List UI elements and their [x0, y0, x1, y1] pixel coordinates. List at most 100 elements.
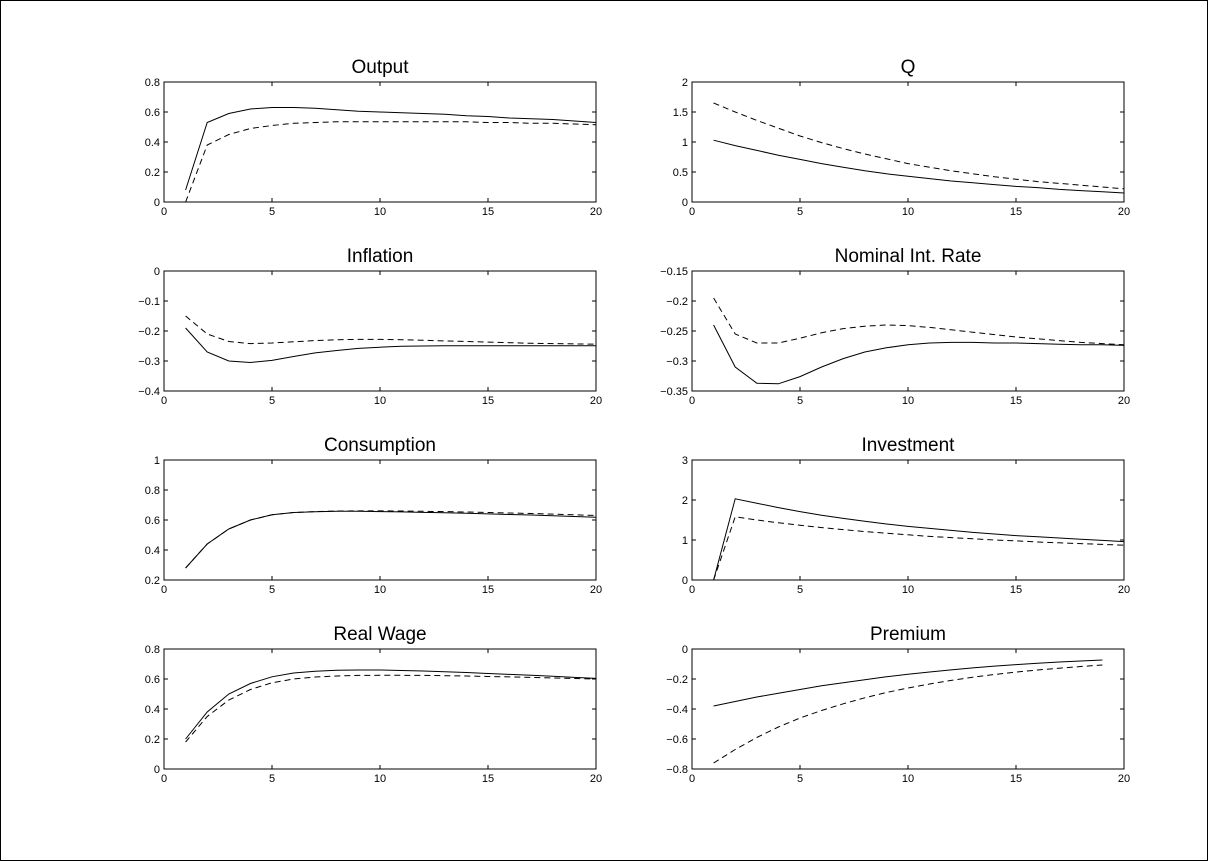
output-x-tick-label: 15: [482, 206, 494, 218]
premium-x-tick-label: 0: [689, 773, 695, 785]
consumption-x-tick-label: 5: [269, 584, 275, 596]
q-x-tick-label: 0: [689, 206, 695, 218]
nominal-int-rate-y-tick-label: −0.25: [660, 326, 688, 338]
nominal-int-rate-title: Nominal Int. Rate: [835, 246, 982, 267]
real-wage-y-tick-label: 0: [154, 764, 160, 776]
nominal-int-rate-dashed-line: [713, 297, 1125, 346]
investment-y-tick-label: 3: [682, 455, 688, 467]
investment-x-tick-label: 5: [797, 584, 803, 596]
consumption-solid-line: [185, 510, 597, 569]
consumption-y-tick-label: 0.2: [145, 575, 160, 587]
real-wage-y-tick-label: 0.8: [145, 644, 160, 656]
consumption-y-tick-label: 0.8: [145, 485, 160, 497]
real-wage-y-tick-label: 0.2: [145, 734, 160, 746]
q-y-tick-label: 1: [682, 137, 688, 149]
consumption-dashed-line: [185, 510, 597, 569]
investment-y-tick-label: 1: [682, 535, 688, 547]
output-axes-box: [163, 81, 597, 203]
inflation-x-tick-label: 15: [482, 395, 494, 407]
premium-y-tick-label: −0.2: [666, 674, 688, 686]
premium-x-tick-label: 5: [797, 773, 803, 785]
output-y-tick-label: 0.4: [145, 137, 160, 149]
q-x-tick-label: 20: [1118, 206, 1130, 218]
investment-y-tick-label: 0: [682, 575, 688, 587]
inflation-y-tick-label: −0.2: [138, 326, 160, 338]
real-wage-y-tick-label: 0.6: [145, 674, 160, 686]
consumption-x-tick-label: 10: [374, 584, 386, 596]
nominal-int-rate-solid-line: [713, 324, 1125, 385]
consumption-y-tick-label: 0.4: [145, 545, 160, 557]
inflation-y-tick-label: −0.1: [138, 296, 160, 308]
nominal-int-rate-x-tick-label: 10: [902, 395, 914, 407]
premium-y-tick-label: −0.4: [666, 704, 688, 716]
q-x-tick-label: 5: [797, 206, 803, 218]
inflation-x-tick-label: 5: [269, 395, 275, 407]
inflation-y-tick-label: −0.4: [138, 386, 160, 398]
consumption-panel: Consumption 0 5 10 15 20 0.2 0.4 0.6 0.8 1: [145, 435, 602, 596]
nominal-int-rate-y-tick-label: −0.35: [660, 386, 688, 398]
inflation-x-tick-label: 0: [161, 395, 167, 407]
q-y-tick-label: 2: [682, 77, 688, 89]
real-wage-x-tick-label: 20: [590, 773, 602, 785]
nominal-int-rate-axes-box: [691, 270, 1125, 392]
output-solid-line: [185, 107, 597, 191]
output-dashed-line: [185, 121, 597, 203]
consumption-x-tick-label: 15: [482, 584, 494, 596]
q-x-tick-label: 10: [902, 206, 914, 218]
consumption-x-tick-label: 20: [590, 584, 602, 596]
inflation-dashed-line: [185, 315, 597, 345]
real-wage-solid-line: [185, 669, 597, 740]
premium-y-tick-label: −0.8: [666, 764, 688, 776]
premium-y-tick-label: −0.6: [666, 734, 688, 746]
consumption-y-tick-label: 0.6: [145, 515, 160, 527]
nominal-int-rate-y-tick-label: −0.15: [660, 266, 688, 278]
consumption-title: Consumption: [324, 435, 436, 456]
output-x-tick-label: 20: [590, 206, 602, 218]
output-panel: Output 0 5 10 15 20 0 0.2 0.4 0.6 0.8: [145, 57, 602, 218]
nominal-int-rate-panel: Nominal Int. Rate 0 5 10 15 20 −0.35 −0.3 −0.25 −…: [660, 246, 1130, 407]
premium-panel: Premium 0 5 10 15 20 −0.8 −0.6 −0.4 −0.2 0: [666, 624, 1130, 785]
output-title: Output: [351, 57, 409, 78]
inflation-panel: Inflation 0 5 10 15 20 −0.4 −0.3 −0.2 −0.1 0: [138, 246, 602, 407]
premium-dashed-line: [713, 664, 1103, 764]
q-dashed-line: [713, 102, 1125, 190]
real-wage-y-tick-label: 0.4: [145, 704, 160, 716]
output-x-tick-label: 5: [269, 206, 275, 218]
output-x-tick-label: 10: [374, 206, 386, 218]
q-y-tick-label: 0: [682, 197, 688, 209]
real-wage-axes-box: [163, 648, 597, 770]
premium-title: Premium: [870, 624, 946, 645]
inflation-axes-box: [163, 270, 597, 392]
investment-solid-line: [713, 498, 1125, 581]
nominal-int-rate-x-tick-label: 0: [689, 395, 695, 407]
real-wage-x-tick-label: 0: [161, 773, 167, 785]
premium-y-tick-label: 0: [682, 644, 688, 656]
investment-x-tick-label: 20: [1118, 584, 1130, 596]
q-y-tick-label: 0.5: [673, 167, 688, 179]
q-x-tick-label: 15: [1010, 206, 1022, 218]
output-y-tick-label: 0: [154, 197, 160, 209]
inflation-y-tick-label: −0.3: [138, 356, 160, 368]
investment-x-tick-label: 15: [1010, 584, 1022, 596]
premium-solid-line: [713, 659, 1103, 707]
investment-axes-box: [691, 459, 1125, 581]
inflation-solid-line: [185, 327, 596, 364]
investment-x-tick-label: 10: [902, 584, 914, 596]
premium-axes-box: [691, 648, 1125, 770]
investment-dashed-line: [713, 516, 1125, 581]
inflation-y-tick-label: 0: [154, 266, 160, 278]
premium-x-tick-label: 20: [1118, 773, 1130, 785]
output-y-tick-label: 0.2: [145, 167, 160, 179]
consumption-y-tick-label: 1: [154, 455, 160, 467]
investment-title: Investment: [862, 435, 956, 456]
inflation-x-tick-label: 20: [590, 395, 602, 407]
nominal-int-rate-y-tick-label: −0.3: [666, 356, 688, 368]
q-axes-box: [691, 81, 1125, 203]
real-wage-dashed-line: [185, 674, 597, 743]
nominal-int-rate-y-tick-label: −0.2: [666, 296, 688, 308]
real-wage-panel: Real Wage 0 5 10 15 20 0 0.2 0.4 0.6 0.8: [145, 624, 602, 785]
premium-x-tick-label: 15: [1010, 773, 1022, 785]
output-x-tick-label: 0: [161, 206, 167, 218]
